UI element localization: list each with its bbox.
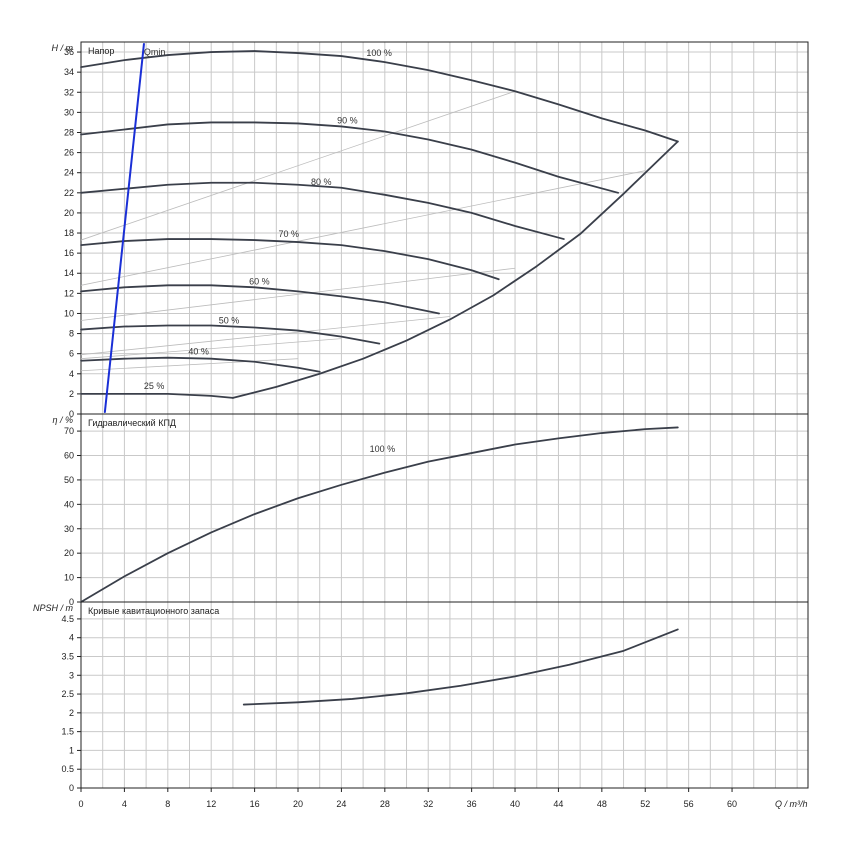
- efficiency-y-tick-label: 0: [69, 597, 74, 607]
- head-series-80-percent: [80, 181, 565, 240]
- head-y-tick-label: 8: [69, 329, 74, 339]
- head-y-tick-label: 26: [64, 148, 74, 158]
- head-y-tick-label: 24: [64, 168, 74, 178]
- efficiency-y-axis-label: η / %: [52, 415, 73, 425]
- x-tick-label: 20: [293, 799, 303, 809]
- head-series-90-percent: [80, 121, 620, 194]
- efficiency-y-tick-label: 10: [64, 573, 74, 583]
- system-curve-line: [80, 267, 516, 321]
- efficiency-y-tick-label: 40: [64, 499, 74, 509]
- efficiency-panel-frame: [80, 413, 809, 603]
- x-tick-label: 28: [380, 799, 390, 809]
- head-curve-label: Qmin: [144, 47, 166, 57]
- head-curve-label: 25 %: [144, 381, 165, 391]
- head-series-100-percent: [80, 50, 679, 143]
- npsh-y-tick-label: 1: [69, 745, 74, 755]
- head-y-tick-label: 6: [69, 349, 74, 359]
- x-tick-label: 36: [467, 799, 477, 809]
- head-y-tick-label: 30: [64, 107, 74, 117]
- system-curve-line: [80, 90, 516, 241]
- head-curve-label: 80 %: [311, 177, 332, 187]
- npsh-series-boundary: [242, 628, 679, 706]
- head-y-tick-label: 0: [69, 409, 74, 419]
- x-tick-label: 48: [597, 799, 607, 809]
- x-tick-label: 0: [78, 799, 83, 809]
- npsh-y-tick-label: 2.5: [61, 689, 74, 699]
- head-y-tick-label: 2: [69, 389, 74, 399]
- system-curve-line: [80, 338, 342, 360]
- head-curve-label: 60 %: [249, 276, 270, 286]
- head-y-tick-label: 14: [64, 268, 74, 278]
- head-y-tick-label: 20: [64, 208, 74, 218]
- x-tick-label: 12: [206, 799, 216, 809]
- head-curve-label: 50 %: [219, 316, 240, 326]
- head-series-40-percent: [80, 356, 321, 373]
- head-series-60-percent: [80, 284, 440, 315]
- efficiency-series-100-percent: [80, 426, 679, 603]
- head-y-tick-label: 4: [69, 369, 74, 379]
- system-curve-line: [80, 316, 450, 356]
- head-y-tick-label: 36: [64, 47, 74, 57]
- npsh-y-tick-label: 4.5: [61, 614, 74, 624]
- x-tick-label: 60: [727, 799, 737, 809]
- head-curve-label: 100 %: [366, 48, 392, 58]
- npsh-y-tick-label: 3: [69, 670, 74, 680]
- efficiency-y-tick-label: 20: [64, 548, 74, 558]
- head-series-25-percent: [80, 392, 234, 399]
- x-axis-label: Q / m³/h: [775, 799, 808, 809]
- head-series-boundary: [232, 140, 679, 399]
- head-y-tick-label: 28: [64, 127, 74, 137]
- head-y-axis-label: H / m: [52, 43, 74, 53]
- head-series-70-percent: [80, 238, 500, 281]
- head-y-tick-label: 12: [64, 288, 74, 298]
- npsh-y-axis-label: NPSH / m: [33, 603, 74, 613]
- x-tick-label: 44: [553, 799, 563, 809]
- head-curve-label: 40 %: [188, 347, 209, 357]
- head-y-tick-label: 34: [64, 67, 74, 77]
- npsh-y-tick-label: 0: [69, 783, 74, 793]
- efficiency-y-tick-label: 50: [64, 475, 74, 485]
- efficiency-y-tick-label: 60: [64, 451, 74, 461]
- npsh-panel-frame: [80, 601, 809, 789]
- npsh-y-tick-label: 2: [69, 708, 74, 718]
- system-curve-line: [80, 358, 299, 372]
- head-curve-label: 70 %: [278, 229, 299, 239]
- efficiency-y-tick-label: 30: [64, 524, 74, 534]
- npsh-y-tick-label: 4: [69, 633, 74, 643]
- head-y-tick-label: 16: [64, 248, 74, 258]
- x-tick-label: 16: [250, 799, 260, 809]
- head-y-tick-label: 18: [64, 228, 74, 238]
- x-tick-label: 40: [510, 799, 520, 809]
- x-tick-label: 56: [684, 799, 694, 809]
- npsh-y-tick-label: 3.5: [61, 651, 74, 661]
- efficiency-panel-title: Гидравлический КПД: [88, 418, 176, 428]
- head-panel-title: Напор: [88, 46, 114, 56]
- head-curve-label: 90 %: [337, 115, 358, 125]
- npsh-y-tick-label: 1.5: [61, 727, 74, 737]
- head-series-qmin: [103, 43, 145, 413]
- head-y-tick-label: 22: [64, 188, 74, 198]
- npsh-y-tick-label: 0.5: [61, 764, 74, 774]
- head-y-tick-label: 10: [64, 308, 74, 318]
- system-curve-line: [80, 170, 646, 286]
- efficiency-y-tick-label: 70: [64, 426, 74, 436]
- x-tick-label: 8: [165, 799, 170, 809]
- efficiency-curve-label: 100 %: [370, 444, 396, 454]
- x-tick-label: 52: [640, 799, 650, 809]
- x-tick-label: 4: [122, 799, 127, 809]
- head-y-tick-label: 32: [64, 87, 74, 97]
- head-series-50-percent: [80, 324, 381, 345]
- x-tick-label: 32: [423, 799, 433, 809]
- npsh-panel-title: Кривые кавитационного запаса: [88, 606, 219, 616]
- x-tick-label: 24: [336, 799, 346, 809]
